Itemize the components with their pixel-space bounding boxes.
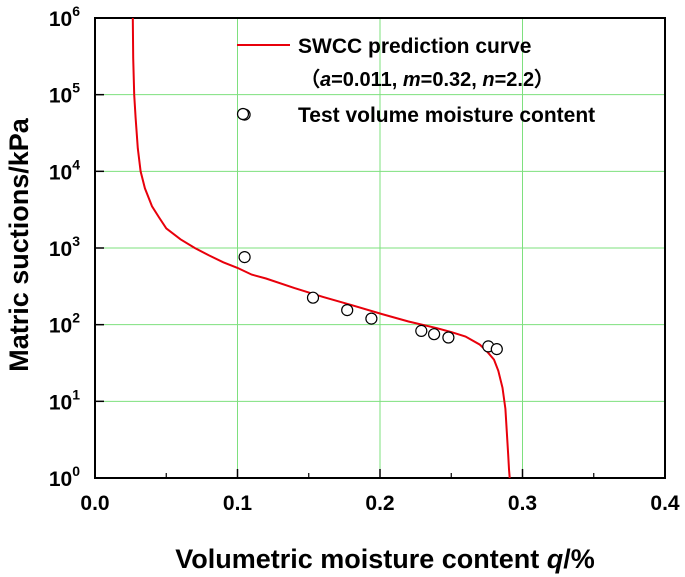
legend-params-open: （ bbox=[300, 68, 320, 91]
y-tick-labels: 100 101 102 103 104 105 106 bbox=[49, 3, 80, 491]
y-axis-title: Matric suctions/kPa bbox=[4, 117, 34, 372]
legend-param-n-symbol: n bbox=[482, 69, 494, 91]
x-tick-label: 0.2 bbox=[365, 492, 394, 515]
x-tick-label: 0.1 bbox=[223, 492, 253, 515]
legend-param-m-value: =0.32, bbox=[421, 69, 483, 91]
y-tick-label: 101 bbox=[49, 386, 80, 414]
swcc-prediction-curve bbox=[131, 17, 511, 479]
test-data-point bbox=[341, 304, 354, 317]
legend-points-label: Test volume moisture content bbox=[298, 104, 595, 127]
test-data-point bbox=[365, 312, 378, 325]
legend-param-n-value: =2.2 bbox=[495, 69, 534, 91]
test-data-point bbox=[490, 343, 503, 356]
test-data-points bbox=[238, 108, 503, 356]
y-tick-label: 105 bbox=[49, 80, 80, 108]
legend-param-m-symbol: m bbox=[403, 69, 421, 91]
x-tick-label: 0.4 bbox=[650, 492, 680, 515]
x-axis-title-symbol: q bbox=[547, 544, 564, 574]
legend-param-a-symbol: a bbox=[320, 69, 331, 91]
x-axis-title-text: Volumetric moisture content bbox=[175, 544, 539, 574]
legend-curve-label: SWCC prediction curve bbox=[298, 35, 531, 58]
test-data-point bbox=[238, 251, 251, 264]
test-data-point bbox=[442, 331, 455, 344]
legend-param-a-value: =0.011, bbox=[331, 69, 403, 91]
y-tick-label: 102 bbox=[49, 310, 80, 338]
legend: SWCC prediction curve （a=0.011, m=0.32, … bbox=[236, 35, 595, 127]
y-tick-label: 100 bbox=[49, 463, 80, 491]
y-tick-label: 103 bbox=[49, 233, 80, 261]
legend-params: （a=0.011, m=0.32, n=2.2） bbox=[300, 68, 554, 91]
x-tick-label: 0.3 bbox=[508, 492, 537, 515]
test-data-point bbox=[415, 324, 428, 337]
legend-point-marker bbox=[236, 107, 250, 121]
x-axis-title-unit: /% bbox=[563, 544, 595, 574]
y-tick-label: 106 bbox=[49, 3, 80, 31]
legend-params-close: ） bbox=[534, 68, 554, 91]
x-tick-labels: 0.0 0.1 0.2 0.3 0.4 bbox=[80, 492, 680, 515]
test-data-point bbox=[306, 291, 320, 304]
x-axis-title: Volumetric moisture content q/% bbox=[175, 544, 595, 574]
grid-lines bbox=[95, 18, 665, 478]
axis-ticks bbox=[94, 17, 666, 479]
y-tick-label: 104 bbox=[49, 156, 80, 184]
x-tick-label: 0.0 bbox=[80, 492, 109, 515]
test-data-point bbox=[428, 328, 441, 341]
